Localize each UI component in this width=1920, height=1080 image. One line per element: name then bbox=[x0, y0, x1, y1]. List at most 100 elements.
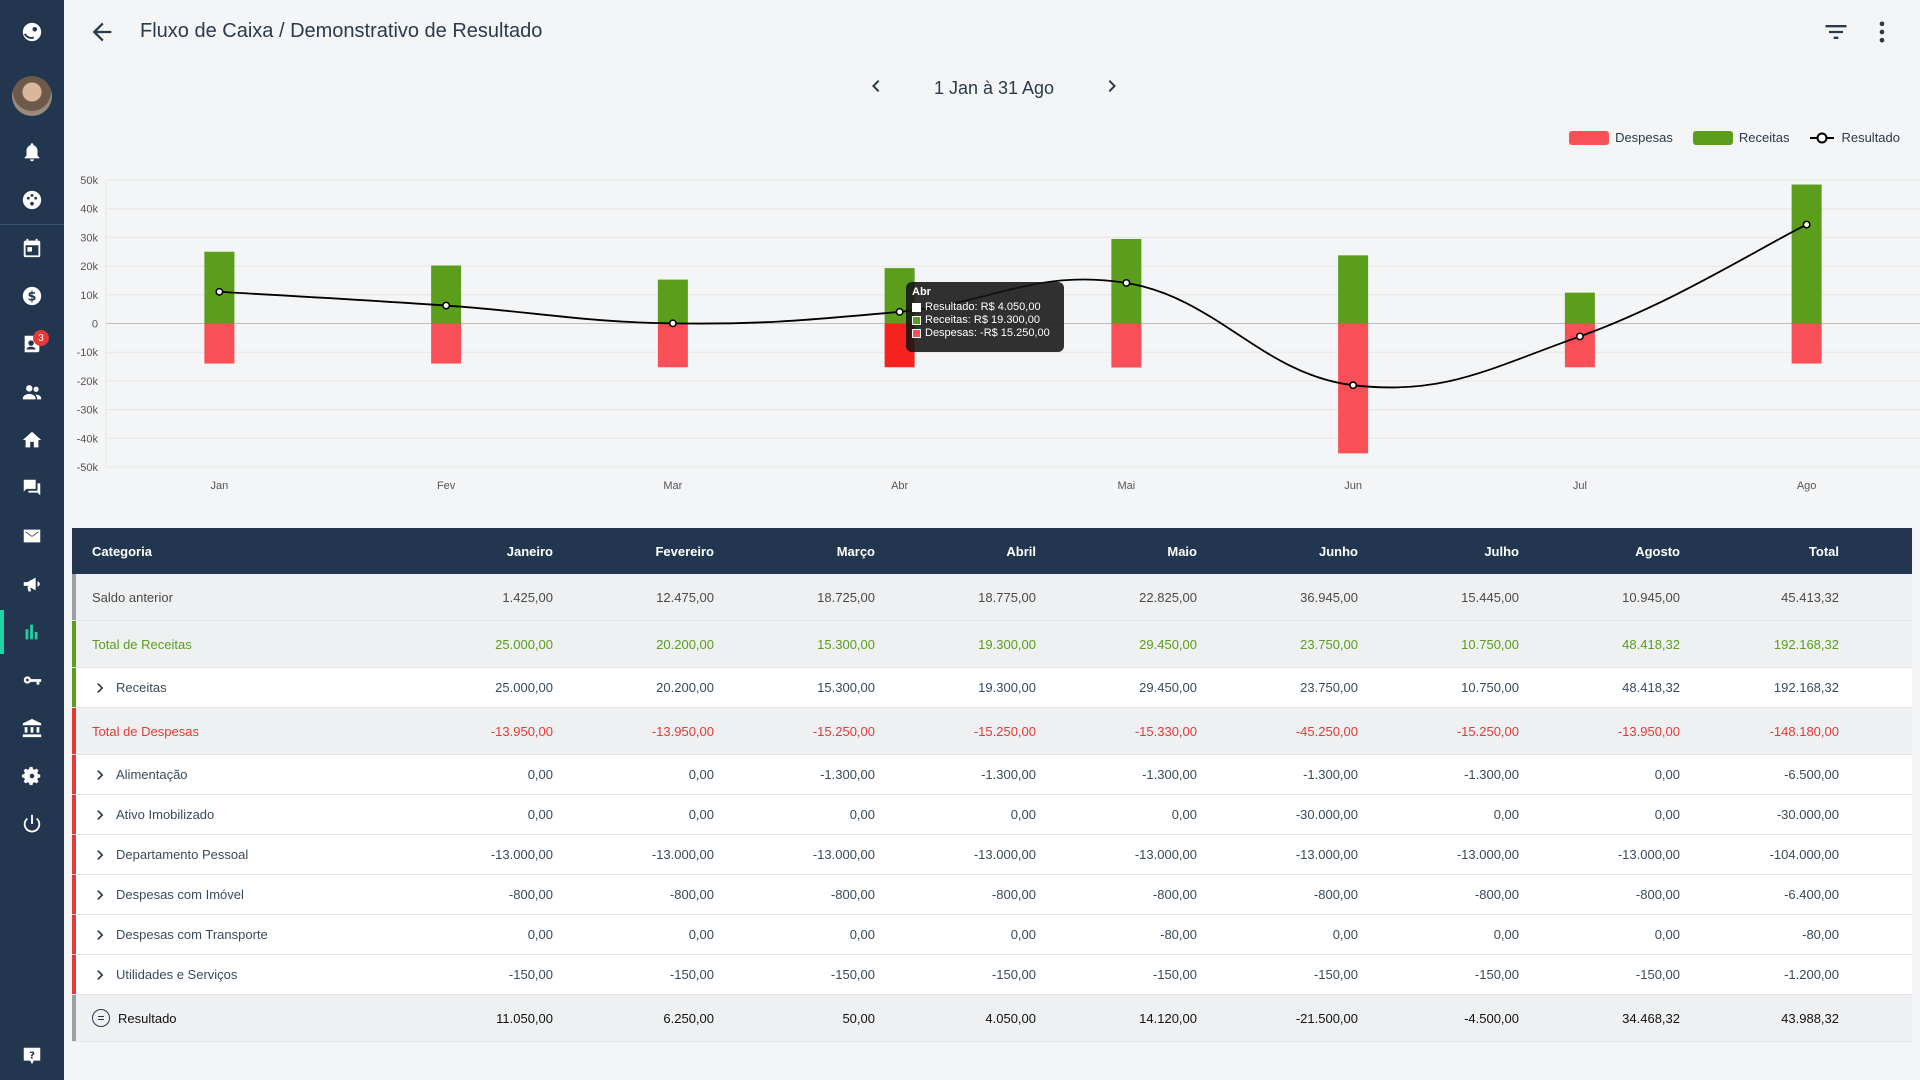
col-header-agosto[interactable]: Agosto bbox=[1635, 543, 1680, 559]
row-value-cell: -800,00 bbox=[991, 887, 1036, 902]
next-period-icon[interactable] bbox=[1100, 74, 1124, 103]
table-row: Saldo anterior 1.425,00 12.475,00 18.725,00… bbox=[72, 574, 1912, 621]
palette-icon[interactable] bbox=[0, 178, 64, 222]
row-value-cell: -15.250,00 bbox=[812, 723, 875, 739]
home-icon[interactable] bbox=[0, 418, 64, 462]
people-icon[interactable] bbox=[0, 370, 64, 414]
row-value-cell: 11.050,00 bbox=[496, 1010, 553, 1026]
table-row[interactable]: Despesas com Imóvel -800,00 -800,00 -800,00… bbox=[72, 875, 1912, 915]
more-vert-icon[interactable] bbox=[1868, 18, 1896, 46]
row-value-cell: -800,00 bbox=[1313, 887, 1358, 902]
expand-chevron-icon[interactable] bbox=[90, 885, 110, 905]
row-accent-bar bbox=[72, 708, 76, 754]
row-value-cell: 18.775,00 bbox=[978, 589, 1036, 605]
app-logo-icon[interactable] bbox=[0, 10, 64, 54]
row-value-cell: -800,00 bbox=[508, 887, 553, 902]
row-value-cell: -150,00 bbox=[991, 967, 1036, 982]
row-value-cell: 10.750,00 bbox=[1461, 680, 1519, 695]
power-icon[interactable] bbox=[0, 802, 64, 846]
row-value-cell: 15.445,00 bbox=[1461, 589, 1519, 605]
col-header-julho[interactable]: Julho bbox=[1484, 543, 1519, 559]
col-header-janeiro[interactable]: Janeiro bbox=[506, 543, 553, 559]
avatar[interactable] bbox=[12, 76, 52, 116]
legend-item-resultado[interactable]: Resultado bbox=[1809, 130, 1900, 145]
row-value-cell: 0,00 bbox=[527, 927, 553, 942]
legend-item-receitas[interactable]: Receitas bbox=[1692, 130, 1789, 145]
row-accent-bar bbox=[72, 755, 76, 794]
dollar-icon[interactable]: $ bbox=[0, 274, 64, 318]
sidebar: $ 3 ? bbox=[0, 0, 64, 1080]
col-header-fevereiro[interactable]: Fevereiro bbox=[655, 543, 714, 559]
table-header: Categoria Janeiro Fevereiro Março Abril … bbox=[72, 528, 1912, 574]
expand-chevron-icon[interactable] bbox=[90, 925, 110, 945]
row-value-cell: 50,00 bbox=[842, 1010, 875, 1026]
legend-swatch-despesas bbox=[1569, 130, 1610, 145]
expand-chevron-icon[interactable] bbox=[90, 805, 110, 825]
calendar-icon[interactable] bbox=[0, 226, 64, 270]
row-value-cell: 48.418,32 bbox=[1622, 680, 1680, 695]
col-header-categoria[interactable]: Categoria bbox=[92, 543, 152, 559]
key-icon[interactable] bbox=[0, 658, 64, 702]
back-arrow-icon[interactable] bbox=[88, 18, 116, 46]
row-value-cell: 0,00 bbox=[1171, 807, 1197, 822]
tooltip-line-receitas: Receitas: R$ 19.300,00 bbox=[925, 314, 1040, 326]
row-value-cell: -150,00 bbox=[1152, 967, 1197, 982]
row-value-cell: 19.300,00 bbox=[978, 680, 1036, 695]
table-row[interactable]: Despesas com Transporte 0,00 0,00 0,00 0,00 -… bbox=[72, 915, 1912, 955]
chat-icon[interactable] bbox=[0, 466, 64, 510]
legend-swatch-receitas bbox=[1692, 130, 1733, 145]
help-icon[interactable]: ? bbox=[0, 1034, 64, 1078]
col-header-total[interactable]: Total bbox=[1808, 543, 1839, 559]
table-row[interactable]: Utilidades e Serviços -150,00 -150,00 -150,… bbox=[72, 955, 1912, 995]
col-header-marco[interactable]: Março bbox=[836, 543, 875, 559]
expand-chevron-icon[interactable] bbox=[90, 965, 110, 985]
row-accent-bar bbox=[72, 574, 76, 620]
table-row[interactable]: Departamento Pessoal -13.000,00 -13.000,00… bbox=[72, 835, 1912, 875]
gear-icon[interactable] bbox=[0, 754, 64, 798]
row-value-cell: 19.300,00 bbox=[978, 636, 1036, 652]
bar-despesas bbox=[204, 323, 235, 364]
row-value-cell: -800,00 bbox=[1152, 887, 1197, 902]
svg-text:$: $ bbox=[28, 290, 37, 305]
row-value-cell: 25.000,00 bbox=[495, 680, 553, 695]
row-value-cell: 29.450,00 bbox=[1139, 636, 1197, 652]
table-row[interactable]: Receitas 25.000,00 20.200,00 15.300,00 19.30… bbox=[72, 668, 1912, 708]
row-total-cell: -30.000,00 bbox=[1776, 807, 1839, 822]
table-row[interactable]: Alimentação 0,00 0,00 -1.300,00 -1.300,00 -1.… bbox=[72, 755, 1912, 795]
row-value-cell: -15.250,00 bbox=[1456, 723, 1519, 739]
bell-icon[interactable] bbox=[0, 130, 64, 174]
row-accent-bar bbox=[72, 995, 76, 1041]
row-value-cell: -13.000,00 bbox=[1134, 847, 1197, 862]
row-value-cell: -80,00 bbox=[1160, 927, 1197, 942]
row-value-cell: -150,00 bbox=[508, 967, 553, 982]
col-header-abril[interactable]: Abril bbox=[1006, 543, 1036, 559]
col-header-junho[interactable]: Junho bbox=[1319, 543, 1358, 559]
legend-item-despesas[interactable]: Despesas bbox=[1569, 130, 1673, 145]
row-value-cell: -13.950,00 bbox=[490, 723, 553, 739]
chart-icon[interactable] bbox=[0, 610, 64, 654]
resultado-point bbox=[442, 301, 451, 310]
row-value-cell: -13.000,00 bbox=[1456, 847, 1519, 862]
period-selector: 1 Jan à 31 Ago bbox=[864, 74, 1124, 102]
mail-icon[interactable] bbox=[0, 514, 64, 558]
prev-period-icon[interactable] bbox=[864, 74, 888, 103]
filter-icon[interactable] bbox=[1822, 18, 1850, 46]
row-value-cell: 15.300,00 bbox=[817, 636, 875, 652]
row-value-cell: 34.468,32 bbox=[1622, 1010, 1680, 1026]
row-label: Total de Despesas bbox=[92, 723, 199, 739]
megaphone-icon[interactable] bbox=[0, 562, 64, 606]
expand-chevron-icon[interactable] bbox=[90, 765, 110, 785]
chart-tooltip: Abr Resultado: R$ 4.050,00 Receitas: R$ … bbox=[906, 282, 1064, 352]
x-tick-label: Jul bbox=[1573, 480, 1587, 492]
top-bar: Fluxo de Caixa / Demonstrativo de Result… bbox=[64, 0, 1920, 64]
row-label: Receitas bbox=[116, 680, 167, 695]
row-label: Resultado bbox=[118, 1010, 177, 1026]
bank-icon[interactable] bbox=[0, 706, 64, 750]
tooltip-line-despesas: Despesas: -R$ 15.250,00 bbox=[925, 327, 1050, 339]
expand-chevron-icon[interactable] bbox=[90, 678, 110, 698]
contacts-icon[interactable] bbox=[0, 322, 64, 366]
col-header-maio[interactable]: Maio bbox=[1167, 543, 1197, 559]
bar-receitas bbox=[431, 265, 462, 324]
expand-chevron-icon[interactable] bbox=[90, 845, 110, 865]
table-row[interactable]: Ativo Imobilizado 0,00 0,00 0,00 0,00 0,00 -30… bbox=[72, 795, 1912, 835]
